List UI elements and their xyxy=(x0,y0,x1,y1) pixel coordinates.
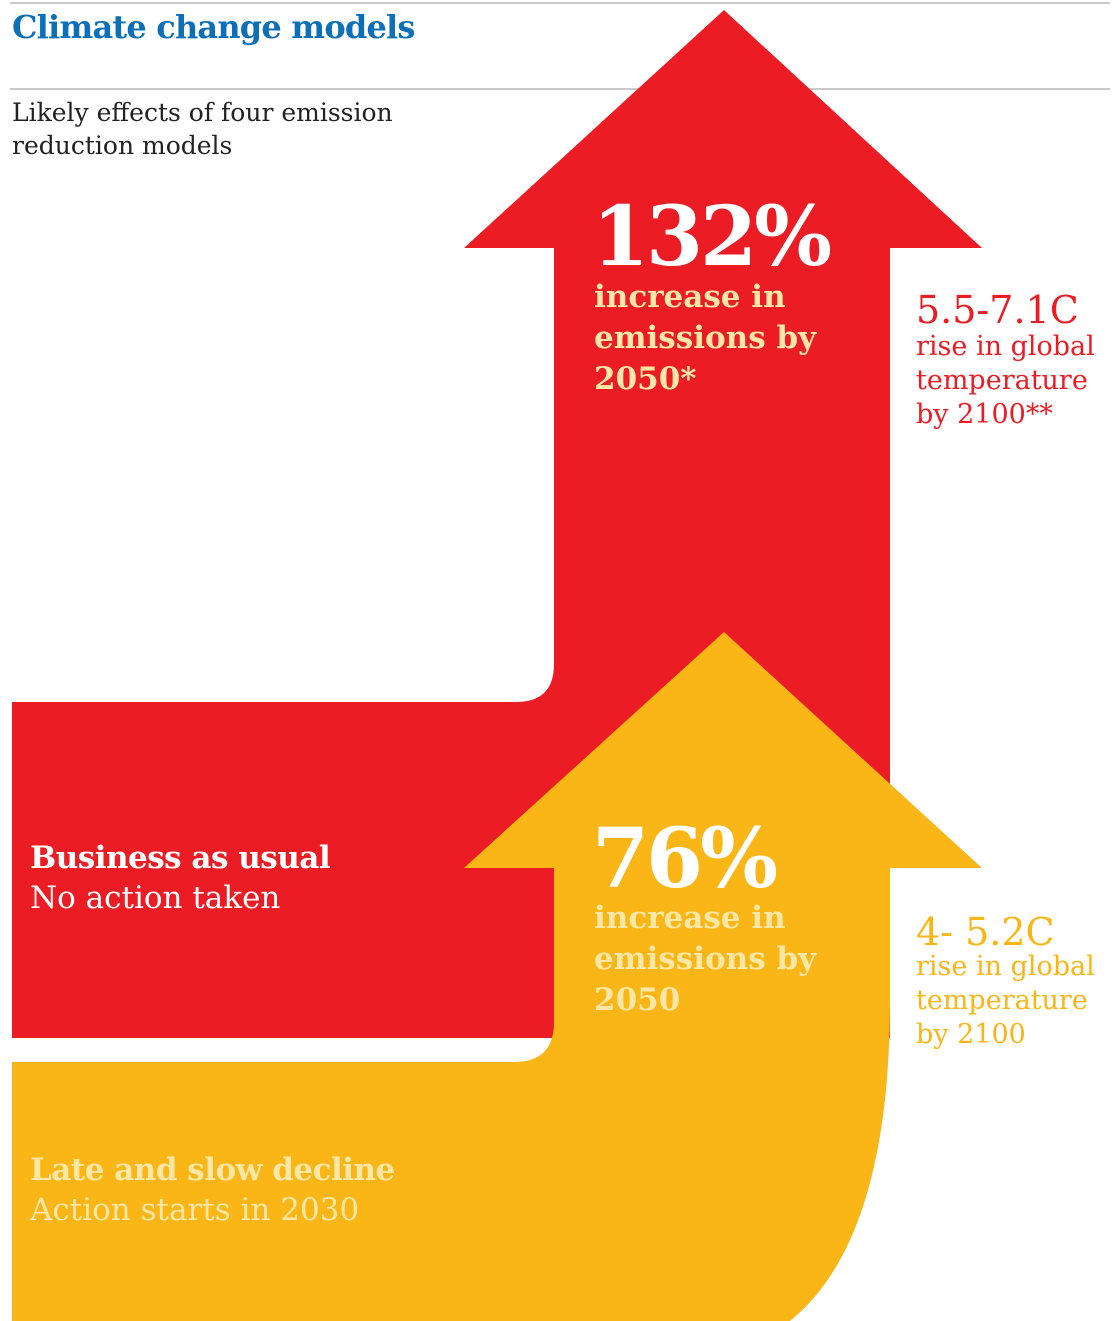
lsd-temperature-label: rise in global temperature by 2100 xyxy=(916,951,1095,1050)
lsd-emissions-value: 76% xyxy=(592,811,778,907)
bau-temperature-label: rise in global temperature by 2100** xyxy=(916,331,1095,430)
top-rule xyxy=(10,2,1110,4)
late-and-slow-decline-arrow xyxy=(12,632,982,1321)
bau-emissions-label: increase in emissions by 2050* xyxy=(594,279,817,397)
title-divider xyxy=(10,88,1110,90)
lsd-emissions-label: increase in emissions by 2050 xyxy=(594,900,817,1018)
bau-scenario-name: Business as usual xyxy=(30,840,331,876)
bau-scenario-description: No action taken xyxy=(30,880,281,916)
lsd-scenario-name: Late and slow decline xyxy=(30,1152,395,1188)
bau-temperature-range: 5.5-7.1C xyxy=(916,288,1079,332)
page-title: Climate change models xyxy=(12,8,415,46)
page-subtitle: Likely effects of four emission reductio… xyxy=(12,98,393,160)
lsd-temperature-range: 4- 5.2C xyxy=(916,910,1055,954)
lsd-scenario-description: Action starts in 2030 xyxy=(30,1192,360,1228)
bau-emissions-value: 132% xyxy=(592,189,832,285)
